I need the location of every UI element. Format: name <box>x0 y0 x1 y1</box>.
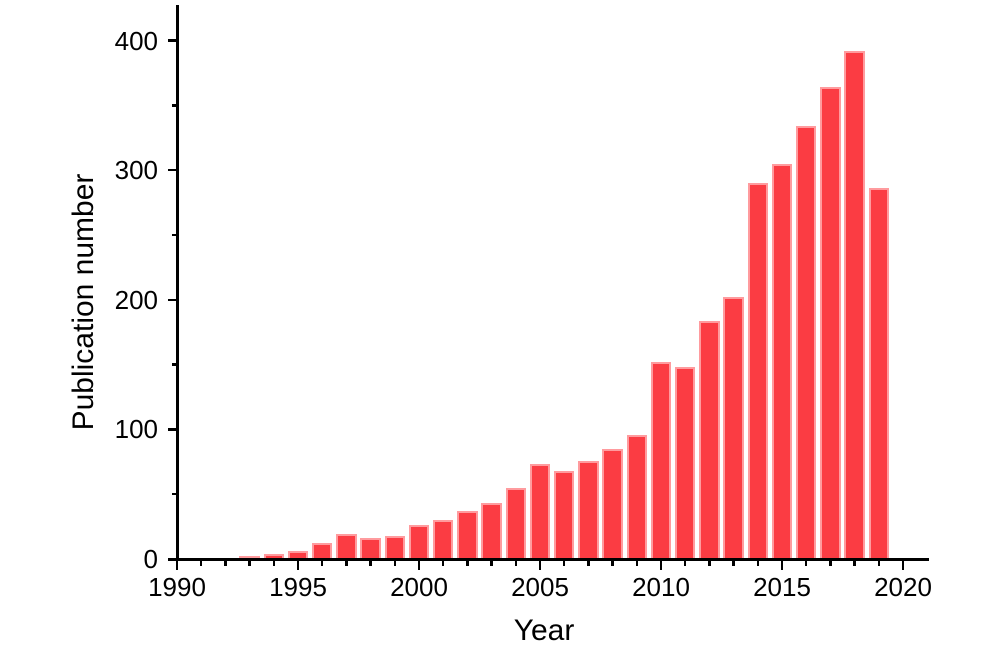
y-tick-label: 300 <box>114 155 158 186</box>
x-minor-tick <box>514 560 518 566</box>
x-minor-tick <box>320 560 324 566</box>
y-tick-label: 200 <box>114 284 158 315</box>
bar-2002 <box>457 511 478 559</box>
x-minor-tick <box>562 560 566 566</box>
x-minor-tick <box>877 560 881 566</box>
x-major-tick <box>901 560 905 570</box>
x-tick-label: 2000 <box>390 571 448 602</box>
x-minor-tick <box>683 560 687 566</box>
bar-2016 <box>795 126 817 559</box>
bar-2004 <box>505 487 527 559</box>
x-minor-tick <box>756 560 760 566</box>
x-tick-label: 2020 <box>874 571 932 602</box>
bar-2009 <box>626 434 648 559</box>
x-minor-tick <box>441 560 445 566</box>
x-minor-tick <box>272 560 276 566</box>
bar-2017 <box>820 87 841 559</box>
y-minor-tick <box>172 492 177 496</box>
x-minor-tick <box>224 560 227 566</box>
x-minor-tick <box>466 560 469 566</box>
x-minor-tick <box>708 560 711 566</box>
bar-1996 <box>311 543 333 559</box>
bar-1995 <box>287 551 309 559</box>
x-major-tick <box>175 560 179 570</box>
x-minor-tick <box>199 560 203 566</box>
x-minor-tick <box>829 560 832 566</box>
bar-2003 <box>481 503 502 559</box>
y-major-tick <box>168 39 177 42</box>
bar-1999 <box>384 535 406 559</box>
y-minor-tick <box>172 233 177 237</box>
x-minor-tick <box>393 560 397 566</box>
x-major-tick <box>296 560 300 570</box>
y-tick-label: 400 <box>114 25 158 56</box>
y-minor-tick <box>172 363 177 366</box>
bar-2014 <box>747 183 769 559</box>
x-major-tick <box>538 560 542 570</box>
bar-2008 <box>602 448 623 559</box>
bar-2018 <box>844 50 865 559</box>
x-minor-tick <box>490 560 493 566</box>
y-minor-tick <box>172 104 177 107</box>
x-minor-tick <box>804 560 808 566</box>
bar-2007 <box>578 460 599 559</box>
y-major-tick <box>168 168 177 172</box>
x-tick-label: 2005 <box>511 571 569 602</box>
x-minor-tick <box>369 560 372 566</box>
x-major-tick <box>659 560 663 570</box>
x-minor-tick <box>248 560 251 566</box>
bar-1997 <box>336 534 357 559</box>
bar-2011 <box>674 367 696 559</box>
bar-2001 <box>432 520 454 559</box>
x-tick-label: 1995 <box>269 571 327 602</box>
bar-1994 <box>263 553 285 559</box>
x-tick-label: 1990 <box>148 571 206 602</box>
x-minor-tick <box>853 560 856 566</box>
y-tick-label: 100 <box>114 414 158 445</box>
y-axis-title: Publication number <box>67 173 100 431</box>
x-axis-title: Year <box>513 614 575 647</box>
bar-2013 <box>723 297 744 559</box>
x-tick-label: 2010 <box>632 571 690 602</box>
y-major-tick <box>168 428 177 431</box>
bar-2006 <box>553 470 575 559</box>
y-major-tick <box>168 298 177 302</box>
x-minor-tick <box>635 560 639 566</box>
x-minor-tick <box>345 560 348 566</box>
bars-layer <box>177 0 929 559</box>
bar-1998 <box>360 538 381 559</box>
x-minor-tick <box>732 560 735 566</box>
bar-2010 <box>650 362 672 559</box>
x-minor-tick <box>587 560 590 566</box>
bar-2000 <box>408 525 430 559</box>
x-minor-tick <box>611 560 614 566</box>
y-tick-label: 0 <box>143 544 158 574</box>
y-axis-line <box>175 5 179 561</box>
bar-2005 <box>529 464 551 559</box>
x-tick-label: 2015 <box>753 571 811 602</box>
bar-2015 <box>771 163 793 559</box>
x-major-tick <box>780 560 784 570</box>
x-axis-line <box>168 557 929 561</box>
bar-2012 <box>699 320 720 559</box>
y-major-tick <box>168 557 177 561</box>
x-major-tick <box>417 560 421 570</box>
bar-2019 <box>868 188 890 559</box>
